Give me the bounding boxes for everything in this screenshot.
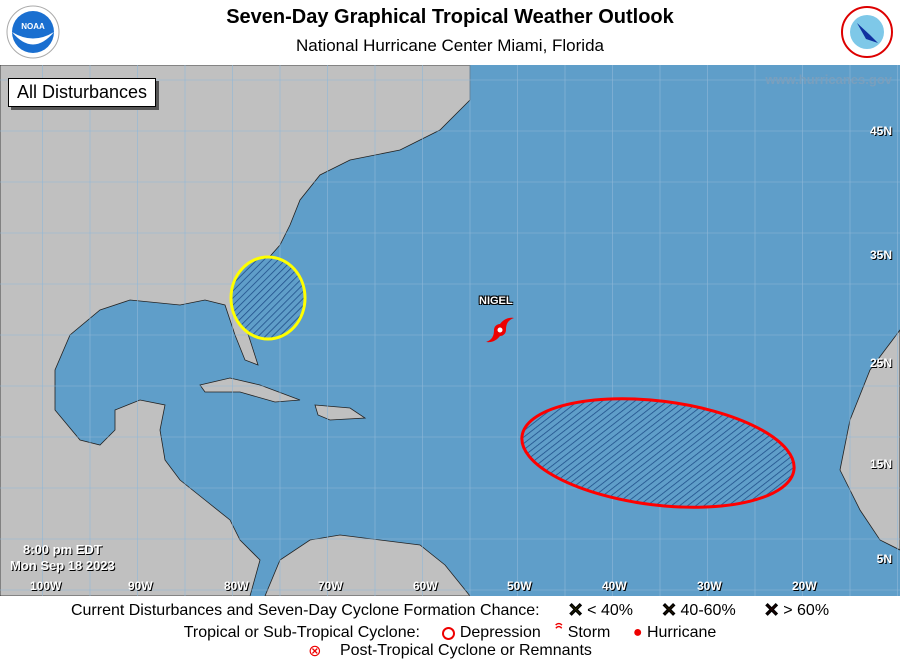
lon-label: 70W — [318, 579, 343, 593]
lat-label: 25N — [869, 356, 892, 370]
website-watermark: www.hurricanes.gov — [765, 72, 892, 87]
map[interactable] — [0, 65, 900, 596]
lat-label: 15N — [869, 457, 892, 471]
legend-storm: Storm — [567, 624, 611, 641]
legend-label: Current Disturbances and Seven-Day Cyclo… — [70, 601, 540, 619]
depression-icon — [442, 626, 456, 640]
lon-label: 100W — [30, 579, 62, 593]
lat-label: 35N — [869, 248, 892, 262]
lon-label: 50W — [507, 579, 532, 593]
red-x-icon: ✕ — [764, 600, 780, 621]
legend-hurricane: Hurricane — [646, 624, 717, 641]
time: 8:00 pm EDT — [23, 542, 102, 557]
disturbance-low-chance-area[interactable] — [229, 255, 307, 341]
yellow-x-icon: ✕ — [568, 600, 584, 621]
lon-label: 20W — [792, 579, 817, 593]
timestamp: 8:00 pm EDT Mon Sep 18 2023 — [10, 542, 115, 574]
hurricane-icon[interactable] — [486, 317, 514, 343]
legend-row-cyclone: Tropical or Sub-Tropical Cyclone: Depres… — [0, 621, 900, 645]
disturbance-high-chance-area[interactable] — [516, 385, 801, 522]
legend-depression: Depression — [459, 624, 541, 641]
header: NOAA Seven-Day Graphical Tropical Weathe… — [0, 0, 900, 65]
lon-label: 40W — [602, 579, 627, 593]
legend-label: Tropical or Sub-Tropical Cyclone: — [183, 624, 420, 641]
legend-row-post-tropical: ⊗ Post-Tropical Cyclone or Remnants — [0, 641, 900, 661]
svg-text:NOAA: NOAA — [21, 22, 45, 31]
page-title: Seven-Day Graphical Tropical Weather Out… — [226, 6, 674, 28]
legend-mid: 40-60% — [680, 601, 736, 619]
date: Mon Sep 18 2023 — [10, 558, 115, 573]
lon-label: 90W — [128, 579, 153, 593]
lon-label: 80W — [224, 579, 249, 593]
view-label: All Disturbances — [8, 78, 157, 107]
page-subtitle: National Hurricane Center Miami, Florida — [295, 36, 604, 55]
noaa-logo: NOAA — [6, 5, 60, 59]
north-america-land — [0, 65, 471, 596]
cuba-land — [199, 377, 301, 403]
lon-label: 60W — [413, 579, 438, 593]
legend-low: < 40% — [587, 601, 633, 619]
storm-label-nigel: NIGEL — [479, 295, 513, 307]
hurricane-legend-icon: ● — [632, 624, 643, 641]
lat-label: 45N — [869, 124, 892, 138]
post-tropical-icon: ⊗ — [308, 643, 322, 660]
legend-row-formation-chance: Current Disturbances and Seven-Day Cyclo… — [0, 600, 900, 621]
orange-x-icon: ✕ — [661, 600, 677, 621]
south-america-land — [264, 534, 471, 596]
nws-logo — [841, 6, 893, 58]
lat-label: 5N — [876, 552, 892, 566]
lon-label: 30W — [697, 579, 722, 593]
legend-label: Post-Tropical Cyclone or Remnants — [339, 642, 592, 659]
legend-high: > 60% — [783, 601, 830, 619]
